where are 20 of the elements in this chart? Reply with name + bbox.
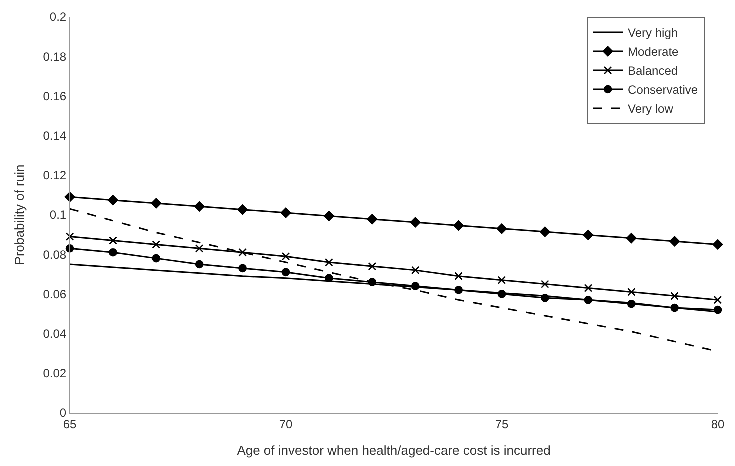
legend-label: Very low [628, 102, 674, 116]
y-tick-label: 0.16 [43, 89, 67, 104]
y-tick-label: 0.1 [50, 208, 67, 222]
y-tick-label: 0.04 [43, 327, 67, 341]
x-tick-label: 70 [279, 417, 293, 432]
y-tick-label: 0.02 [43, 366, 67, 381]
legend-label: Moderate [628, 45, 680, 60]
y-tick-label: 0.08 [43, 248, 67, 262]
y-tick-label: 0.06 [43, 287, 67, 302]
y-tick-label: 0.12 [43, 168, 67, 183]
x-tick-label: 80 [711, 417, 725, 432]
x-axis-title: Age of investor when health/aged-care cost is incurred [237, 443, 551, 458]
legend-label: Conservative [628, 83, 698, 98]
legend-label: Very high [628, 26, 678, 40]
y-tick-label: 0.2 [50, 10, 67, 24]
y-tick-label: 0.18 [43, 50, 67, 64]
legend-label: Balanced [628, 64, 678, 78]
x-tick-label: 75 [495, 417, 509, 432]
y-axis-title: Probability of ruin [12, 164, 28, 266]
y-tick-label: 0.14 [43, 129, 67, 143]
